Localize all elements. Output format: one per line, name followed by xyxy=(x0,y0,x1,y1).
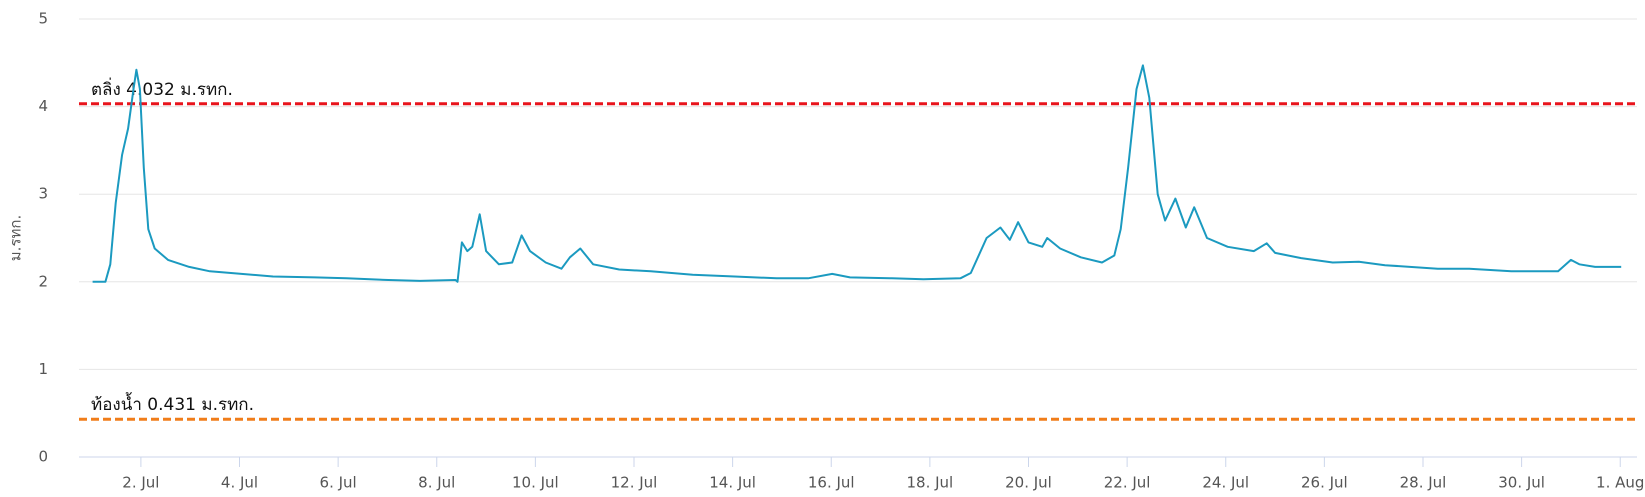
x-tick-label: 10. Jul xyxy=(512,474,559,492)
x-tick-label: 26. Jul xyxy=(1301,474,1348,492)
x-tick-label: 12. Jul xyxy=(611,474,658,492)
x-tick-label: 4. Jul xyxy=(221,474,258,492)
x-tick-label: 1. Aug xyxy=(1596,474,1644,492)
x-tick-label: 28. Jul xyxy=(1400,474,1447,492)
x-tick-label: 16. Jul xyxy=(808,474,855,492)
x-tick-label: 14. Jul xyxy=(709,474,756,492)
x-tick-label: 22. Jul xyxy=(1104,474,1151,492)
data-line xyxy=(92,64,1622,283)
x-tick-label: 24. Jul xyxy=(1202,474,1249,492)
x-tick-label: 6. Jul xyxy=(320,474,357,492)
y-tick-label: 2 xyxy=(38,272,48,290)
x-tick-label: 18. Jul xyxy=(907,474,954,492)
reference-label: ตลิ่ง 4.032 ม.รทก. xyxy=(91,77,233,100)
y-tick-label: 1 xyxy=(38,360,48,378)
y-tick-label: 4 xyxy=(38,97,48,115)
y-tick-label: 3 xyxy=(38,185,48,203)
y-tick-label: 0 xyxy=(38,448,48,466)
x-tick-label: 8. Jul xyxy=(418,474,455,492)
y-tick-label: 5 xyxy=(38,10,48,28)
y-axis-title: ม.รทก. xyxy=(7,215,25,261)
reference-label: ท้องน้ำ 0.431 ม.รทก. xyxy=(91,392,254,415)
x-tick-label: 20. Jul xyxy=(1005,474,1052,492)
x-tick-label: 2. Jul xyxy=(122,474,159,492)
x-tick-label: 30. Jul xyxy=(1498,474,1545,492)
